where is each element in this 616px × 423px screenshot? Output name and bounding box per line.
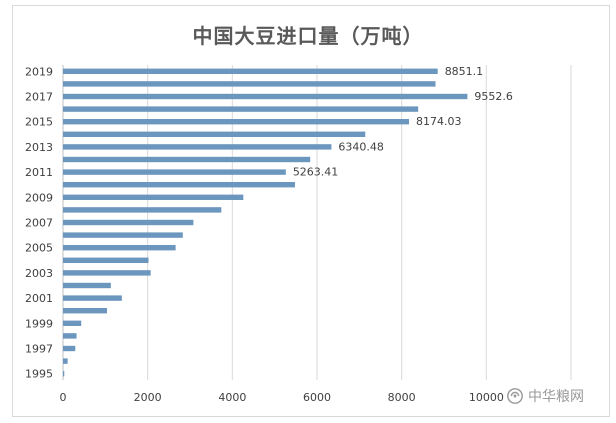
bar-2011 — [63, 169, 286, 175]
bar-1996 — [63, 358, 68, 364]
x-tick-label: 0 — [60, 391, 67, 404]
bar-1998 — [63, 333, 77, 339]
y-tick-label: 2017 — [25, 91, 53, 104]
bar-2003 — [63, 270, 151, 276]
y-tick-label: 2005 — [25, 242, 53, 255]
data-label-2015: 8174.03 — [416, 115, 462, 128]
x-tick-label: 10000 — [469, 391, 504, 404]
y-tick-label: 2003 — [25, 267, 53, 280]
bar-2012 — [63, 156, 311, 163]
data-label-2011: 5263.41 — [293, 166, 339, 179]
bar-2015 — [63, 119, 410, 125]
bar-2006 — [63, 232, 183, 238]
y-tick-label: 2007 — [25, 217, 53, 230]
data-label-2013: 6340.48 — [338, 140, 384, 153]
bar-2019 — [63, 68, 438, 74]
y-tick-label: 2015 — [25, 116, 53, 129]
y-tick-label: 2019 — [25, 65, 53, 78]
x-tick-label: 6000 — [303, 391, 331, 404]
bar-1997 — [63, 345, 76, 352]
bar-2018 — [63, 81, 436, 87]
watermark: 中华粮网 — [506, 386, 606, 406]
data-label-2019: 8851.1 — [445, 65, 484, 78]
data-label-2017: 9552.6 — [474, 90, 513, 103]
bar-1999 — [63, 320, 82, 326]
bar-2013 — [63, 144, 332, 150]
bar-2000 — [63, 308, 108, 314]
bar-2004 — [63, 257, 149, 263]
bar-2014 — [63, 131, 366, 137]
y-tick-label: 2011 — [25, 166, 53, 179]
bar-2016 — [63, 106, 419, 112]
y-tick-label: 2009 — [25, 191, 53, 204]
y-tick-label: 1997 — [25, 343, 53, 356]
y-tick-label: 1999 — [25, 317, 53, 330]
bar-2002 — [63, 282, 111, 289]
y-tick-label: 2001 — [25, 292, 53, 305]
bar-2005 — [63, 245, 176, 251]
y-tick-label: 1995 — [25, 368, 53, 381]
wechat-channel-icon — [507, 388, 523, 404]
bar-2017 — [63, 93, 468, 100]
bar-1995 — [63, 371, 65, 377]
bar-2009 — [63, 194, 244, 200]
bar-2007 — [63, 219, 194, 226]
x-tick-label: 8000 — [388, 391, 416, 404]
chart-title: 中国大豆进口量（万吨） — [192, 24, 424, 48]
x-tick-label: 2000 — [134, 391, 162, 404]
bar-2001 — [63, 295, 122, 301]
bar-2010 — [63, 182, 295, 188]
watermark-text: 中华粮网 — [528, 389, 584, 405]
x-tick-label: 4000 — [218, 391, 246, 404]
bar-2008 — [63, 207, 222, 213]
y-tick-label: 2013 — [25, 141, 53, 154]
